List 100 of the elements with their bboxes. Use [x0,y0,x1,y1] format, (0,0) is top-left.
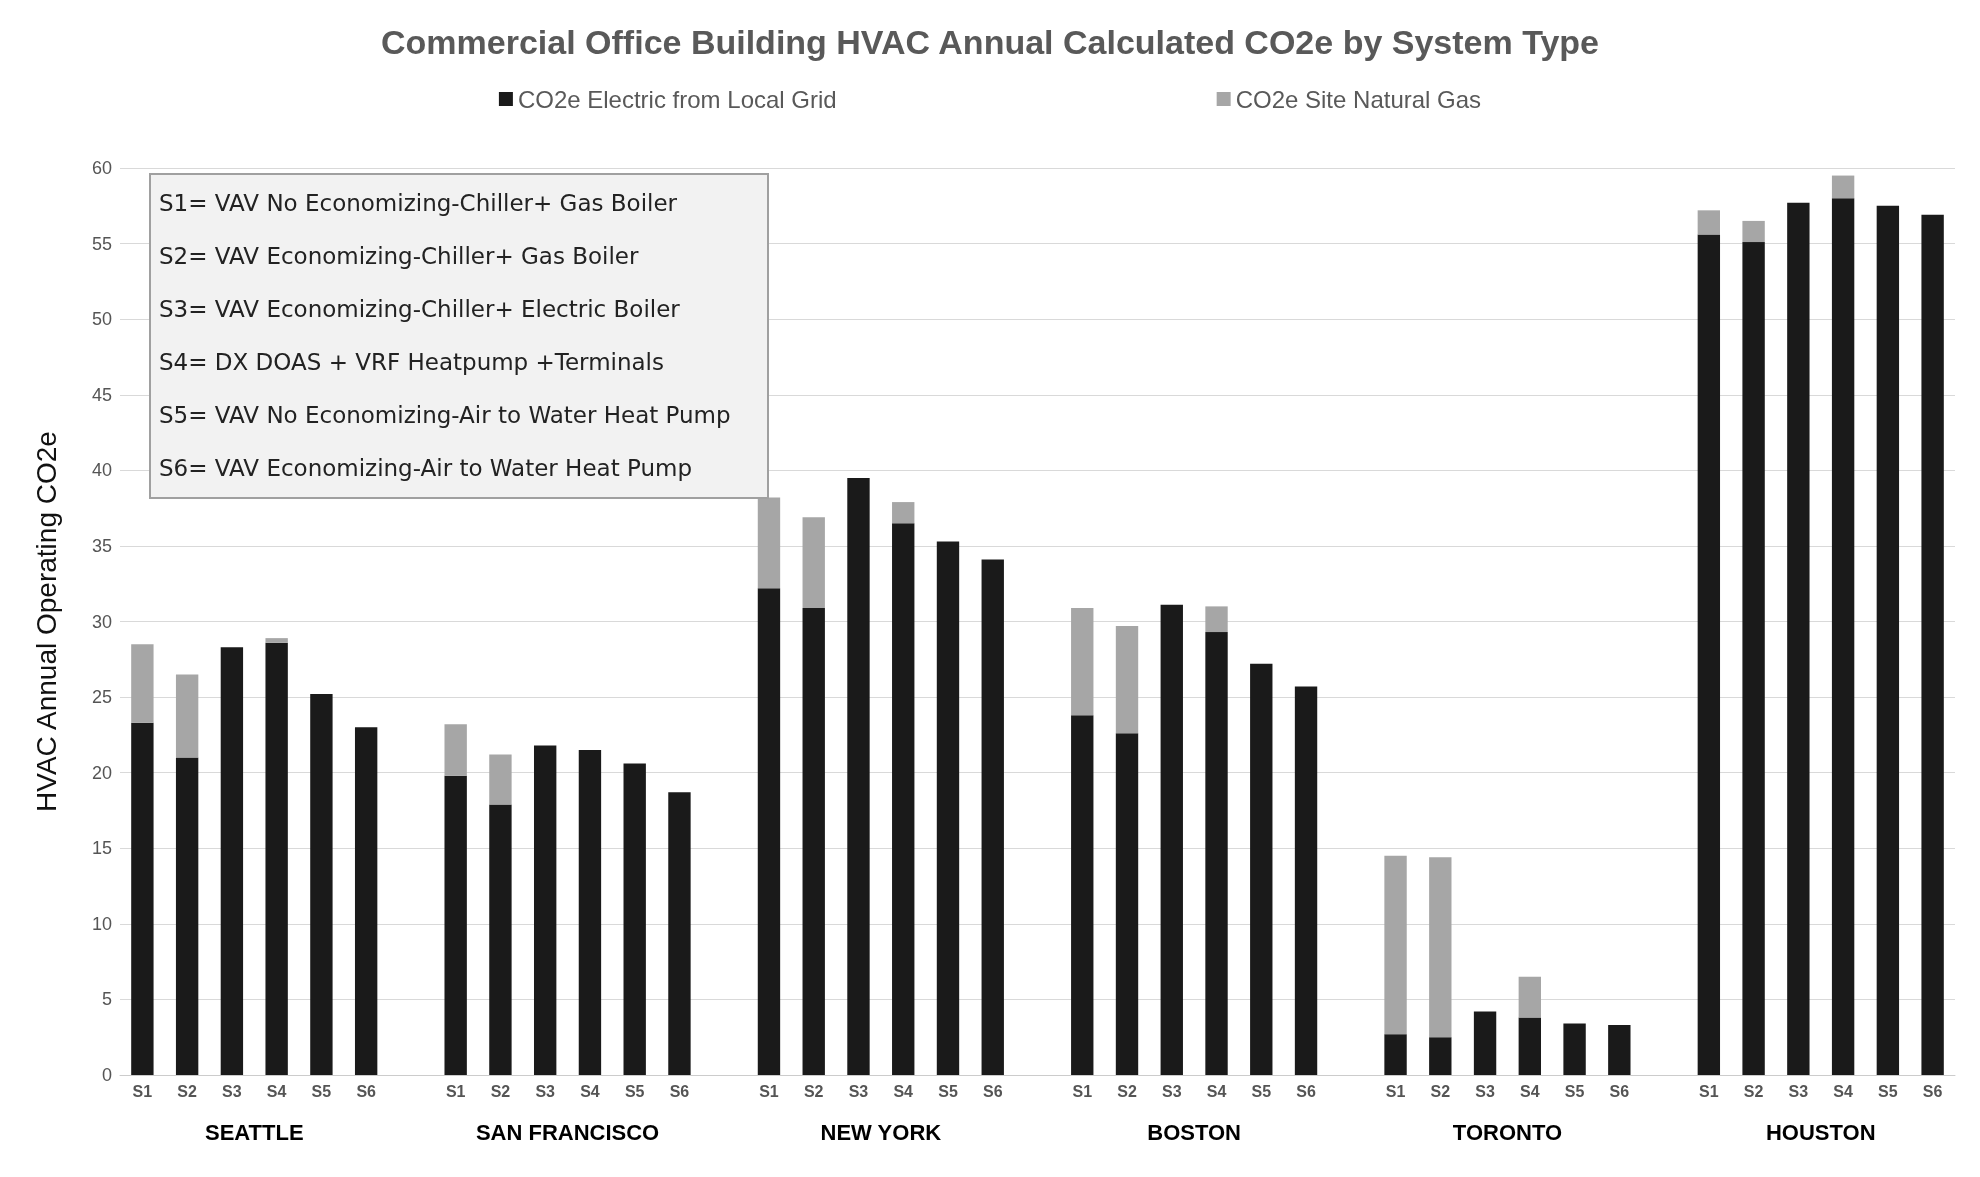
bar [175,674,199,758]
y-tick-label: 20 [91,762,112,783]
bar [1697,234,1721,1075]
y-tick-label: 45 [91,384,112,405]
x-tick-label: S1 [1385,1082,1406,1100]
x-tick-label: S5 [1251,1082,1272,1100]
y-tick-label: 5 [101,989,112,1010]
x-tick-label: S3 [848,1082,869,1100]
text: SAN FRANCISCO [475,1119,660,1145]
y-tick-label: 15 [91,838,112,859]
bar [1384,855,1407,1035]
bar [1384,1034,1407,1075]
annotation: S4= DX DOAS + VRF Heatpump +Terminals [159,348,665,377]
x-tick-label: S1 [1699,1082,1719,1100]
x-tick-label: S4 [266,1082,287,1100]
bar [1160,604,1183,1075]
bar [668,792,691,1075]
bar [533,745,557,1075]
x-tick-label: S2 [177,1082,198,1100]
x-tick-label: S1 [132,1082,153,1100]
x-tick-label: S6 [669,1082,690,1100]
annotation: S6= VAV Economizing-Air to Water Heat Pump [159,454,694,483]
x-tick-label: S3 [1788,1082,1809,1100]
x-tick-label: S4 [1520,1082,1540,1100]
x-tick-label: S3 [1475,1082,1495,1100]
bar [757,497,781,589]
x-tick-label: S2 [490,1082,511,1100]
bar [1518,976,1542,1018]
bar [444,775,467,1075]
bar [1518,1017,1542,1075]
x-tick-label: S5 [938,1082,958,1100]
bar [310,694,333,1075]
bar [1921,214,1944,1075]
bar [892,523,915,1075]
bar [444,724,467,776]
bar [757,588,781,1075]
bar [578,749,602,1075]
x-tick-label: S6 [982,1082,1003,1100]
bar [489,804,512,1075]
bar [175,757,199,1075]
y-tick-label: 30 [91,611,112,632]
y-tick-label: 0 [101,1065,112,1085]
y-tick-label: 50 [91,309,112,330]
bar [623,763,646,1075]
bar [1071,607,1094,716]
bar [1205,606,1228,633]
text: SEATTLE [204,1119,304,1145]
x-tick-label: S6 [1922,1082,1943,1100]
x-tick-label: S1 [759,1082,779,1100]
x-tick-label: S5 [624,1082,645,1100]
bar [1250,663,1273,1075]
text: NEW YORK [820,1119,942,1145]
annotation: S1= VAV No Economizing-Chiller+ Gas Boiler [159,189,679,218]
chart-title: Commercial Office Building HVAC Annual Calculated CO2e by System Type [381,23,1599,61]
x-tick-label: S4 [893,1082,914,1100]
text: HOUSTON [1765,1119,1876,1145]
y-tick-label: 25 [91,687,112,708]
bar [1294,686,1318,1075]
x-tick-label: S2 [1743,1082,1764,1100]
bar [1115,626,1139,734]
x-tick-label: S5 [1564,1082,1585,1100]
bar [1071,715,1094,1075]
bar [1742,220,1765,243]
bar [1429,857,1452,1038]
x-tick-label: S2 [1117,1082,1137,1100]
x-tick-label: S4 [580,1082,600,1100]
x-tick-label: S3 [535,1082,556,1100]
bar [489,754,512,805]
x-tick-label: S2 [803,1082,824,1100]
y-tick-label: 60 [91,158,112,178]
x-tick-label: S3 [1161,1082,1182,1100]
x-tick-label: S4 [1206,1082,1227,1100]
x-tick-label: S3 [222,1082,242,1100]
annotation: S3= VAV Economizing-Chiller+ Electric Boiler [159,295,681,324]
bar [802,517,825,608]
annotation: S2= VAV Economizing-Chiller+ Gas Boiler [159,242,640,271]
bar [1831,175,1855,199]
text: BOSTON [1147,1119,1242,1145]
bar [220,647,244,1075]
x-tick-label: S6 [356,1082,377,1100]
y-tick-label: 55 [91,233,112,254]
x-tick-label: S5 [1878,1082,1898,1100]
bar [131,722,154,1075]
y-tick-label: 35 [91,535,112,556]
bar [131,644,154,723]
bar [265,642,288,1075]
bar [1563,1023,1586,1075]
y-axis-title: HVAC Annual Operating CO2e [30,431,62,812]
bar [1787,202,1810,1075]
x-tick-label: S2 [1430,1082,1451,1100]
bar [936,541,960,1075]
bar [1205,632,1228,1075]
x-tick-label: S6 [1609,1082,1630,1100]
bar [1429,1037,1452,1075]
text: TORONTO [1452,1119,1563,1145]
annotation: S5= VAV No Economizing-Air to Water Heat Pump [159,401,732,430]
x-tick-label: S4 [1833,1082,1853,1100]
bar [802,607,825,1075]
legend-label: CO2e Site Natural Gas [1235,85,1482,113]
y-tick-label: 40 [91,460,112,481]
